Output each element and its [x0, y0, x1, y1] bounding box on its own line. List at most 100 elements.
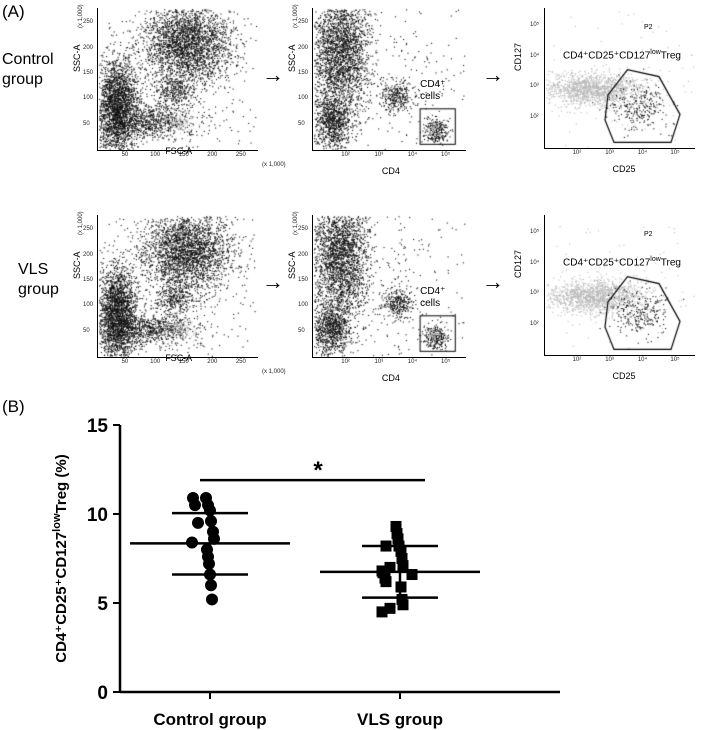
y-multiplier: (x 1,000) [293, 4, 299, 28]
y-tick-label: 100 [298, 95, 309, 102]
y-tick-label: 250 [298, 19, 309, 26]
x-tick-label: 10⁴ [637, 150, 648, 156]
treg-gate-label-sup: low [650, 49, 661, 57]
x-tick-label: 10² [572, 150, 582, 156]
y-tick-label: 50 [83, 120, 90, 127]
y-axis-label: CD127 [513, 42, 523, 71]
y-tick-label: 150 [83, 276, 94, 283]
y-tick-label: 10² [530, 113, 539, 120]
event-dots [545, 8, 695, 148]
treg-gate-label-main: CD4⁺CD25⁺CD127 [563, 257, 651, 269]
y-tick-label: 150 [298, 276, 309, 283]
y-multiplier: (x 1,000) [78, 4, 84, 28]
y-multiplier: (x 1,000) [78, 211, 84, 235]
cd4-gate-label: CD4⁺ [420, 78, 446, 90]
x-multiplier: (x 1,000) [262, 162, 286, 168]
x-tick-label: 10³ [605, 150, 614, 156]
y-tick-label: 250 [83, 226, 94, 233]
treg-gate-label: CD4⁺CD25⁺CD127lowTreg [563, 47, 681, 61]
y-tick-label: 5 [97, 594, 108, 615]
flow-plot-cd25: CD4⁺CD25⁺CD127lowTreg P2 10² 10³ 10⁴ 10⁵ 10² 10… [513, 215, 695, 381]
data-point-vls [384, 602, 396, 614]
flow-plot-cd25: CD4⁺CD25⁺CD127lowTreg P2 10² 10³ 10⁴ 10⁵ 10² 10… [513, 8, 695, 174]
treg-gate-label: CD4⁺CD25⁺CD127lowTreg [563, 254, 681, 268]
group-label-line2: group [2, 71, 43, 88]
arrow-to-cd25: → [482, 62, 504, 87]
x-tick-label: 150 [178, 152, 189, 158]
data-point-control [192, 516, 204, 529]
x-tick-label: 10⁵ [441, 152, 451, 158]
y-tick-label: 10⁴ [530, 52, 540, 59]
group-label: VLS group [18, 260, 59, 300]
y-tick-label: 200 [298, 251, 309, 258]
y-tick-label: 0 [97, 683, 108, 704]
x-tick-label: 250 [235, 152, 246, 158]
treg-gate-label-end: Treg [660, 257, 681, 269]
data-point-control [206, 593, 218, 606]
x-tick-label: 10⁵ [441, 359, 451, 365]
gate-name: P2 [644, 24, 653, 31]
gate-name: P2 [644, 231, 653, 238]
x-tick-label: 250 [235, 359, 246, 365]
y-tick-label: 50 [298, 120, 305, 127]
x-tick-label: 10² [341, 359, 350, 365]
event-dots [313, 215, 466, 357]
x-axis-label: CD4 [381, 166, 400, 176]
flow-plot-fsc: 50 100 150 200 250 50 100 150 200 250 FSC-A SSC-A (x… [72, 4, 286, 168]
x-tick-label: 50 [121, 152, 129, 158]
y-tick-label: 150 [83, 69, 94, 76]
y-axis-label: SSC-A [72, 44, 82, 72]
x-tick-label: 10⁵ [670, 150, 680, 156]
event-dots [98, 8, 258, 150]
data-point-vls [384, 561, 396, 573]
y-tick-label: 10² [530, 320, 539, 327]
data-point-control [205, 579, 217, 592]
data-point-control [189, 499, 201, 512]
y-tick-label: 50 [83, 327, 90, 334]
x-tick-label: 10⁴ [637, 357, 648, 363]
y-tick-label: 100 [298, 302, 309, 309]
data-point-vls [380, 576, 392, 588]
gate-name: P1 [435, 335, 444, 342]
data-point-vls [397, 599, 409, 611]
treg-gate-label-sup: low [650, 256, 661, 264]
x-axis-label: FSC-A [165, 353, 193, 363]
data-point-vls [396, 553, 408, 564]
y-tick-label: 10 [87, 505, 108, 526]
event-dots [313, 8, 466, 150]
y-tick-label: 200 [83, 44, 94, 51]
x-tick-label: 50 [121, 359, 129, 365]
treg-gate-label-main: CD4⁺CD25⁺CD127 [563, 50, 651, 62]
x-tick-label: Control group [153, 710, 266, 729]
x-tick-label: 10⁴ [407, 359, 418, 365]
y-tick-label: 10⁵ [530, 22, 540, 29]
x-tick-label: 10⁵ [670, 357, 680, 363]
group-label: Control group [2, 50, 54, 90]
x-axis-label: CD4 [381, 373, 400, 383]
y-axis-label: SSC-A [287, 251, 297, 279]
data-point-vls [390, 520, 402, 532]
arrow-to-cd4: → [262, 269, 284, 294]
y-axis-label: SSC-A [72, 251, 82, 279]
panel-a-label: (A) [2, 2, 25, 21]
x-tick-label: 200 [207, 152, 218, 158]
x-tick-label: 10³ [605, 357, 614, 363]
y-tick-label: 200 [83, 251, 94, 258]
event-dots [545, 215, 695, 355]
flow-plot-fsc: 50 100 150 200 250 50 100 150 200 250 FSC-A SSC-A (x… [72, 211, 286, 375]
flow-plot-cd4: CD4⁺ cells P1 10² 10³ 10⁴ 10⁵ 50 100 150 200 250 CD4… [287, 211, 466, 383]
cd4-gate-label-cells: cells [420, 90, 441, 102]
y-tick-label: 10⁵ [530, 229, 540, 236]
arrow-to-cd4: → [262, 62, 284, 87]
panel-b-label: (B) [2, 397, 25, 416]
group-label-line2: group [18, 281, 59, 298]
x-axis-label: CD25 [612, 371, 636, 381]
data-point-vls [406, 569, 418, 581]
y-axis-label-sup: low [51, 513, 63, 532]
x-tick-label: 10² [341, 152, 350, 158]
x-tick-label: 100 [150, 152, 161, 158]
treg-dot-plot: 0 5 10 15 Control group VLS group CD4⁺CD25⁺CD1… [51, 416, 560, 729]
y-axis-label: SSC-A [287, 44, 297, 72]
y-tick-label: 10³ [530, 83, 539, 90]
y-tick-label: 200 [298, 44, 309, 51]
